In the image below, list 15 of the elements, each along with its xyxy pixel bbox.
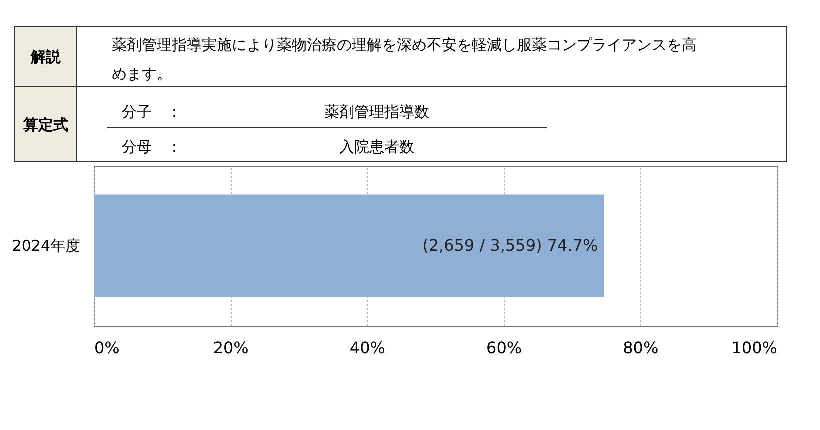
text: 解説 [30,48,62,66]
x-tick-label: 0% [94,338,120,358]
x-tick-label: 40% [350,338,386,358]
text: 薬剤管理指導実施により薬物治療の理解を深め不安を軽減し服薬コンプライアンスを高めます。 [112,36,697,83]
x-tick-label: 60% [486,338,522,358]
text: 分子 ： [122,103,182,121]
x-tick-label: 100% [732,338,778,358]
text: 算定式 [22,116,68,134]
x-tick-label: 80% [623,338,659,358]
x-tick-label: 20% [213,338,249,358]
y-tick-label: 2024年度 [12,237,80,255]
text: 入院患者数 [340,138,414,156]
text: 薬剤管理指導数 [324,103,430,121]
text: (2,659 / 3,559) 74.7% [422,236,598,255]
text: 分母 ： [122,138,182,156]
